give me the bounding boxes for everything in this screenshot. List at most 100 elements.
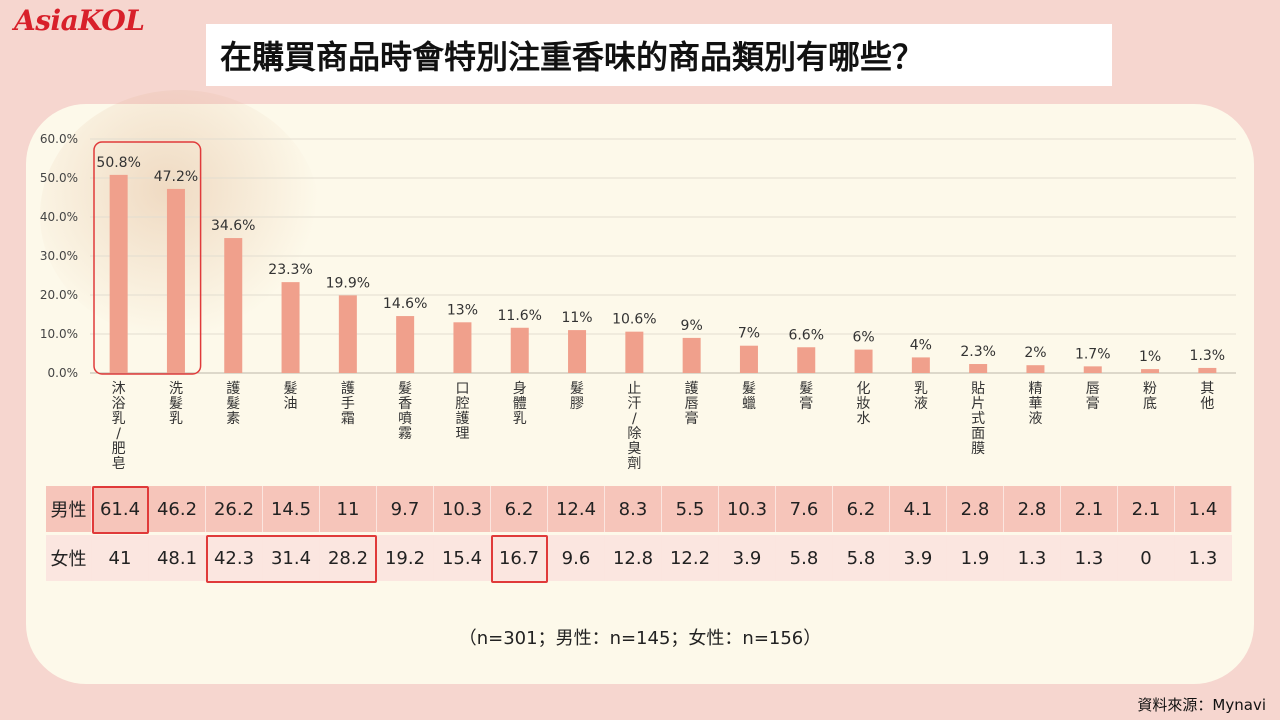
table-cell: 6.2 bbox=[833, 486, 890, 532]
bar bbox=[1026, 365, 1045, 373]
table-cell: 3.9 bbox=[890, 535, 947, 581]
x-tick-label: 髮膏 bbox=[799, 381, 813, 412]
table-cell: 8.3 bbox=[605, 486, 662, 532]
x-tick-label: 貼片式面膜 bbox=[971, 381, 985, 457]
table-cell: 5.8 bbox=[776, 535, 833, 581]
bar bbox=[739, 345, 758, 373]
x-tick-label: 止汗/除臭劑 bbox=[627, 381, 641, 472]
data-label: 14.6% bbox=[383, 296, 427, 312]
bar bbox=[625, 331, 644, 373]
y-tick-label: 20.0% bbox=[40, 288, 78, 302]
x-tick-label: 髮香噴霧 bbox=[398, 381, 412, 442]
bar bbox=[224, 238, 243, 373]
y-tick-label: 40.0% bbox=[40, 210, 78, 224]
highlight-male-max bbox=[92, 486, 149, 534]
data-label: 6% bbox=[852, 330, 874, 346]
page-title: 在購買商品時會特別注重香味的商品類別有哪些？ bbox=[220, 38, 925, 76]
table-cell: 3.9 bbox=[719, 535, 776, 581]
table-cell: 5.5 bbox=[662, 486, 719, 532]
data-label: 7% bbox=[738, 326, 760, 342]
table-cell: 2.8 bbox=[947, 486, 1004, 532]
data-label: 4% bbox=[910, 337, 932, 353]
bar bbox=[797, 347, 816, 373]
data-label: 13% bbox=[447, 302, 478, 318]
bar bbox=[396, 316, 415, 373]
data-label: 6.6% bbox=[788, 327, 824, 343]
x-tick-label: 身體乳 bbox=[513, 381, 527, 427]
row-header: 男性 bbox=[46, 486, 92, 532]
x-tick-label: 護髮素 bbox=[226, 381, 240, 427]
bar bbox=[682, 337, 701, 373]
chart-panel bbox=[26, 104, 1254, 684]
row-header: 女性 bbox=[46, 535, 92, 581]
table-cell: 46.2 bbox=[149, 486, 206, 532]
x-tick-label: 化妝水 bbox=[857, 381, 871, 427]
title-box: 在購買商品時會特別注重香味的商品類別有哪些？ bbox=[206, 24, 1112, 86]
highlight-female-group bbox=[206, 535, 377, 583]
table-cell: 10.3 bbox=[434, 486, 491, 532]
table-cell: 28.2 bbox=[320, 535, 377, 581]
table-cell: 19.2 bbox=[377, 535, 434, 581]
x-tick-label: 護唇膏 bbox=[685, 381, 699, 427]
bar bbox=[1083, 366, 1102, 373]
table-cell: 12.8 bbox=[605, 535, 662, 581]
table-cell: 9.6 bbox=[548, 535, 605, 581]
data-label: 11% bbox=[561, 310, 592, 326]
x-tick-label: 護手霜 bbox=[341, 381, 355, 427]
bar bbox=[281, 282, 300, 373]
data-label: 34.6% bbox=[211, 218, 255, 234]
x-tick-label: 精華液 bbox=[1028, 381, 1042, 427]
table-cell: 12.2 bbox=[662, 535, 719, 581]
data-label: 2% bbox=[1024, 345, 1046, 361]
bar bbox=[338, 295, 357, 373]
y-tick-label: 30.0% bbox=[40, 249, 78, 263]
table-cell: 31.4 bbox=[263, 535, 320, 581]
bar bbox=[911, 357, 930, 373]
table-row: 女性 41 48.1 42.3 31.4 28.2 19.2 15.4 16.7 9.6 12.8 1… bbox=[46, 535, 1232, 581]
table-cell: 4.1 bbox=[890, 486, 947, 532]
y-tick-label: 0.0% bbox=[48, 366, 79, 380]
table-cell: 2.8 bbox=[1004, 486, 1061, 532]
table-cell: 26.2 bbox=[206, 486, 263, 532]
bar bbox=[453, 322, 472, 373]
table-cell: 1.3 bbox=[1061, 535, 1118, 581]
x-tick-label: 洗髮乳 bbox=[169, 381, 183, 427]
bar bbox=[969, 364, 988, 373]
data-label: 1.3% bbox=[1190, 348, 1226, 364]
table-cell: 10.3 bbox=[719, 486, 776, 532]
bar bbox=[510, 327, 529, 373]
x-tick-label: 沐浴乳/肥皂 bbox=[112, 381, 126, 472]
x-tick-label: 髮蠟 bbox=[742, 381, 756, 412]
bar bbox=[568, 330, 587, 373]
x-tick-label: 髮膠 bbox=[570, 381, 584, 412]
table-cell: 1.4 bbox=[1175, 486, 1232, 532]
data-label: 19.9% bbox=[326, 275, 370, 291]
data-label: 11.6% bbox=[498, 308, 542, 324]
x-tick-label: 唇膏 bbox=[1086, 381, 1100, 412]
y-tick-label: 10.0% bbox=[40, 327, 78, 341]
data-label: 23.3% bbox=[268, 262, 312, 278]
table-cell: 41 bbox=[92, 535, 149, 581]
y-tick-label: 50.0% bbox=[40, 171, 78, 185]
highlight-box-top-bars bbox=[93, 141, 202, 375]
table-cell: 2.1 bbox=[1118, 486, 1175, 532]
bar bbox=[109, 174, 128, 373]
data-label: 47.2% bbox=[154, 169, 198, 185]
sample-size-note: （n=301；男性：n=145；女性：n=156） bbox=[458, 628, 822, 649]
bar bbox=[854, 349, 873, 373]
data-label: 1% bbox=[1139, 349, 1161, 365]
table-row: 男性 61.4 46.2 26.2 14.5 11 9.7 10.3 6.2 12.4 8.3 5.5… bbox=[46, 486, 1232, 532]
table-cell: 1.3 bbox=[1004, 535, 1061, 581]
data-label: 2.3% bbox=[960, 344, 996, 360]
table-cell: 15.4 bbox=[434, 535, 491, 581]
asiakol-logo: AsiaKOL bbox=[14, 4, 145, 37]
data-label: 50.8% bbox=[96, 155, 140, 171]
table-cell: 11 bbox=[320, 486, 377, 532]
table-cell: 14.5 bbox=[263, 486, 320, 532]
data-label: 10.6% bbox=[612, 312, 656, 328]
table-cell: 12.4 bbox=[548, 486, 605, 532]
y-tick-label: 60.0% bbox=[40, 132, 78, 146]
table-cell: 48.1 bbox=[149, 535, 206, 581]
table-cell: 5.8 bbox=[833, 535, 890, 581]
